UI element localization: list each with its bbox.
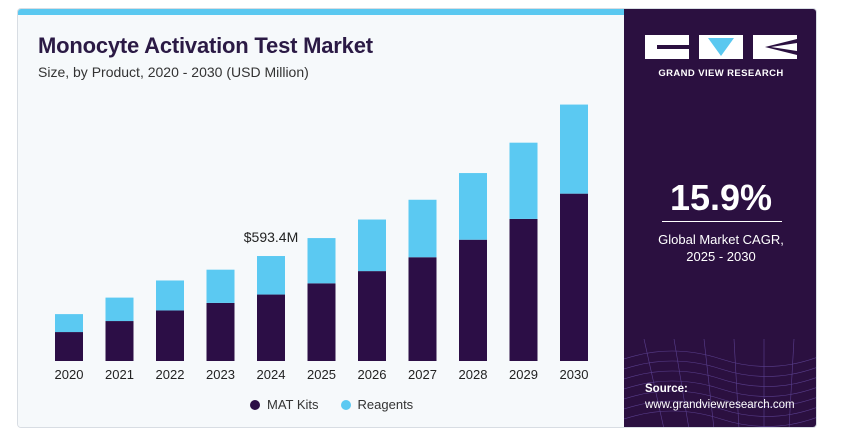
bar-mat-kits-2022 — [156, 310, 184, 361]
brand-name: GRAND VIEW RESEARCH — [658, 68, 784, 79]
data-label-annotation: $593.4M — [244, 229, 298, 245]
accent-bar — [18, 9, 624, 15]
bar-reagents-2022 — [156, 280, 184, 311]
chart-subtitle: Size, by Product, 2020 - 2030 (USD Milli… — [38, 64, 309, 80]
wave-pattern-icon — [624, 339, 816, 427]
bar-reagents-2030 — [560, 104, 588, 194]
legend: MAT Kits Reagents — [250, 397, 413, 412]
bar-reagents-2026 — [358, 219, 386, 272]
bar-mat-kits-2025 — [307, 283, 336, 361]
legend-swatch-reagents — [340, 399, 351, 410]
cagr-divider — [662, 221, 782, 222]
sidebar-panel: GRAND VIEW RESEARCH 15.9% Global Market … — [624, 9, 816, 427]
x-tick-label: 2028 — [459, 367, 488, 382]
x-tick-label: 2024 — [257, 367, 286, 382]
x-tick-label: 2030 — [560, 367, 589, 382]
chart-card: Monocyte Activation Test Market Size, by… — [17, 8, 817, 428]
legend-label-mat-kits: MAT Kits — [267, 397, 319, 412]
bar-reagents-2021 — [105, 297, 134, 322]
grand-view-research-logo-icon — [645, 35, 797, 59]
bar-reagents-2024 — [257, 256, 285, 295]
source-label: Source: — [645, 383, 688, 395]
bar-mat-kits-2027 — [408, 257, 437, 361]
bar-mat-kits-2028 — [459, 239, 487, 361]
legend-label-reagents: Reagents — [357, 397, 414, 412]
legend-item-reagents: Reagents — [340, 397, 414, 412]
x-tick-label: 2022 — [156, 367, 185, 382]
legend-item-mat-kits: MAT Kits — [250, 397, 319, 412]
x-tick-label: 2020 — [55, 367, 84, 382]
bar-mat-kits-2026 — [358, 271, 386, 361]
x-tick-label: 2027 — [408, 367, 437, 382]
bar-reagents-2028 — [459, 173, 487, 240]
x-tick-label: 2021 — [105, 367, 134, 382]
bar-chart: 2020 2021 2022 2023 2024 2025 2026 2027 2028 2029… — [55, 104, 589, 382]
bar-mat-kits-2021 — [105, 321, 134, 361]
cagr-label-line2: 2025 - 2030 — [686, 249, 756, 264]
chart-title: Monocyte Activation Test Market — [38, 33, 373, 58]
bar-reagents-2027 — [408, 199, 437, 258]
x-tick-label: 2023 — [206, 367, 235, 382]
x-tick-label: 2029 — [509, 367, 538, 382]
bar-reagents-2023 — [206, 269, 235, 303]
legend-swatch-mat-kits — [250, 399, 260, 410]
cagr-label-line1: Global Market CAGR, — [658, 232, 784, 247]
bar-mat-kits-2020 — [55, 332, 83, 361]
bar-mat-kits-2023 — [206, 302, 235, 361]
bar-mat-kits-2024 — [257, 294, 285, 361]
cagr-value: 15.9% — [669, 177, 773, 218]
bar-reagents-2020 — [55, 314, 83, 333]
x-tick-label: 2025 — [307, 367, 336, 382]
bar-reagents-2025 — [307, 238, 336, 284]
source-url: www.grandviewresearch.com — [645, 399, 795, 411]
bar-reagents-2029 — [509, 142, 538, 219]
bar-mat-kits-2030 — [560, 193, 588, 361]
x-tick-label: 2026 — [358, 367, 387, 382]
cagr-label: Global Market CAGR, 2025 - 2030 — [624, 231, 816, 265]
bar-mat-kits-2029 — [509, 218, 538, 361]
